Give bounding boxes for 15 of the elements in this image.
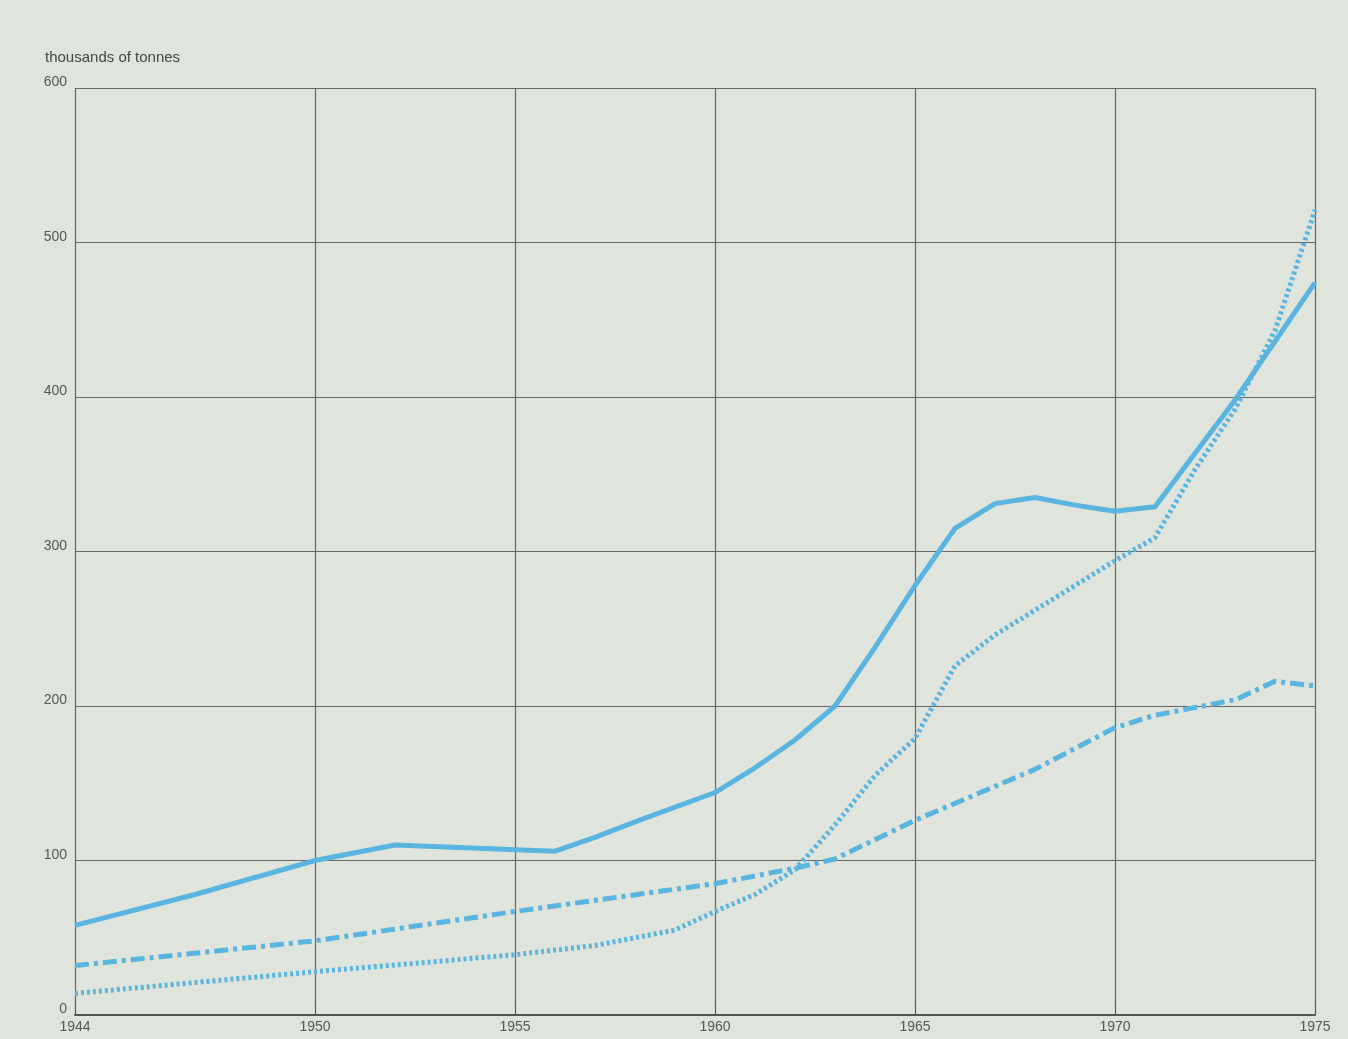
x-tick-label: 1950	[299, 1018, 331, 1034]
x-tick-label: 1970	[1099, 1018, 1131, 1034]
y-tick-label: 100	[43, 845, 68, 862]
x-tick-label: 1960	[699, 1018, 731, 1034]
y-tick-label: 0	[59, 1000, 68, 1016]
y-tick-label: 600	[43, 73, 68, 89]
x-tick-label: 1975	[1299, 1018, 1331, 1034]
x-tick-label: 1965	[899, 1018, 931, 1034]
y-tick-label: 300	[43, 536, 68, 553]
y-tick-label: 200	[43, 691, 68, 707]
x-tick-label: 1955	[499, 1018, 531, 1034]
y-tick-label: 400	[43, 382, 68, 398]
y-axis-title: thousands of tonnes	[45, 48, 181, 65]
y-tick-label: 500	[43, 227, 68, 244]
x-tick-label: 1944	[59, 1018, 91, 1034]
